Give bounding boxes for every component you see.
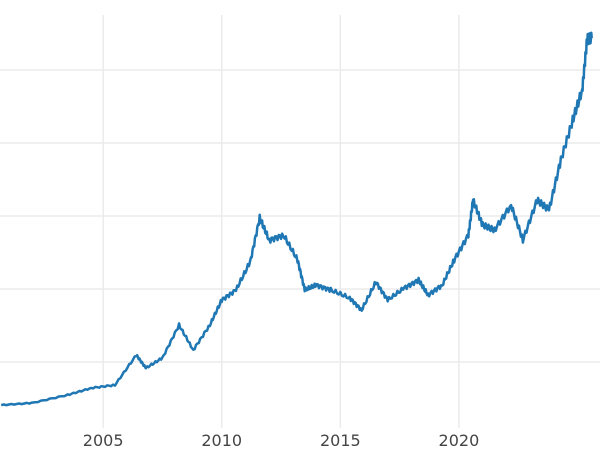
x-axis-ticks: 2005 2010 2015 2020 xyxy=(83,431,479,450)
series-group xyxy=(0,31,593,407)
price-line xyxy=(0,31,593,407)
x-tick-label: 2020 xyxy=(439,431,480,450)
x-tick-label: 2010 xyxy=(201,431,242,450)
gridlines xyxy=(0,15,600,428)
x-tick-label: 2015 xyxy=(320,431,361,450)
x-tick-label: 2005 xyxy=(83,431,124,450)
